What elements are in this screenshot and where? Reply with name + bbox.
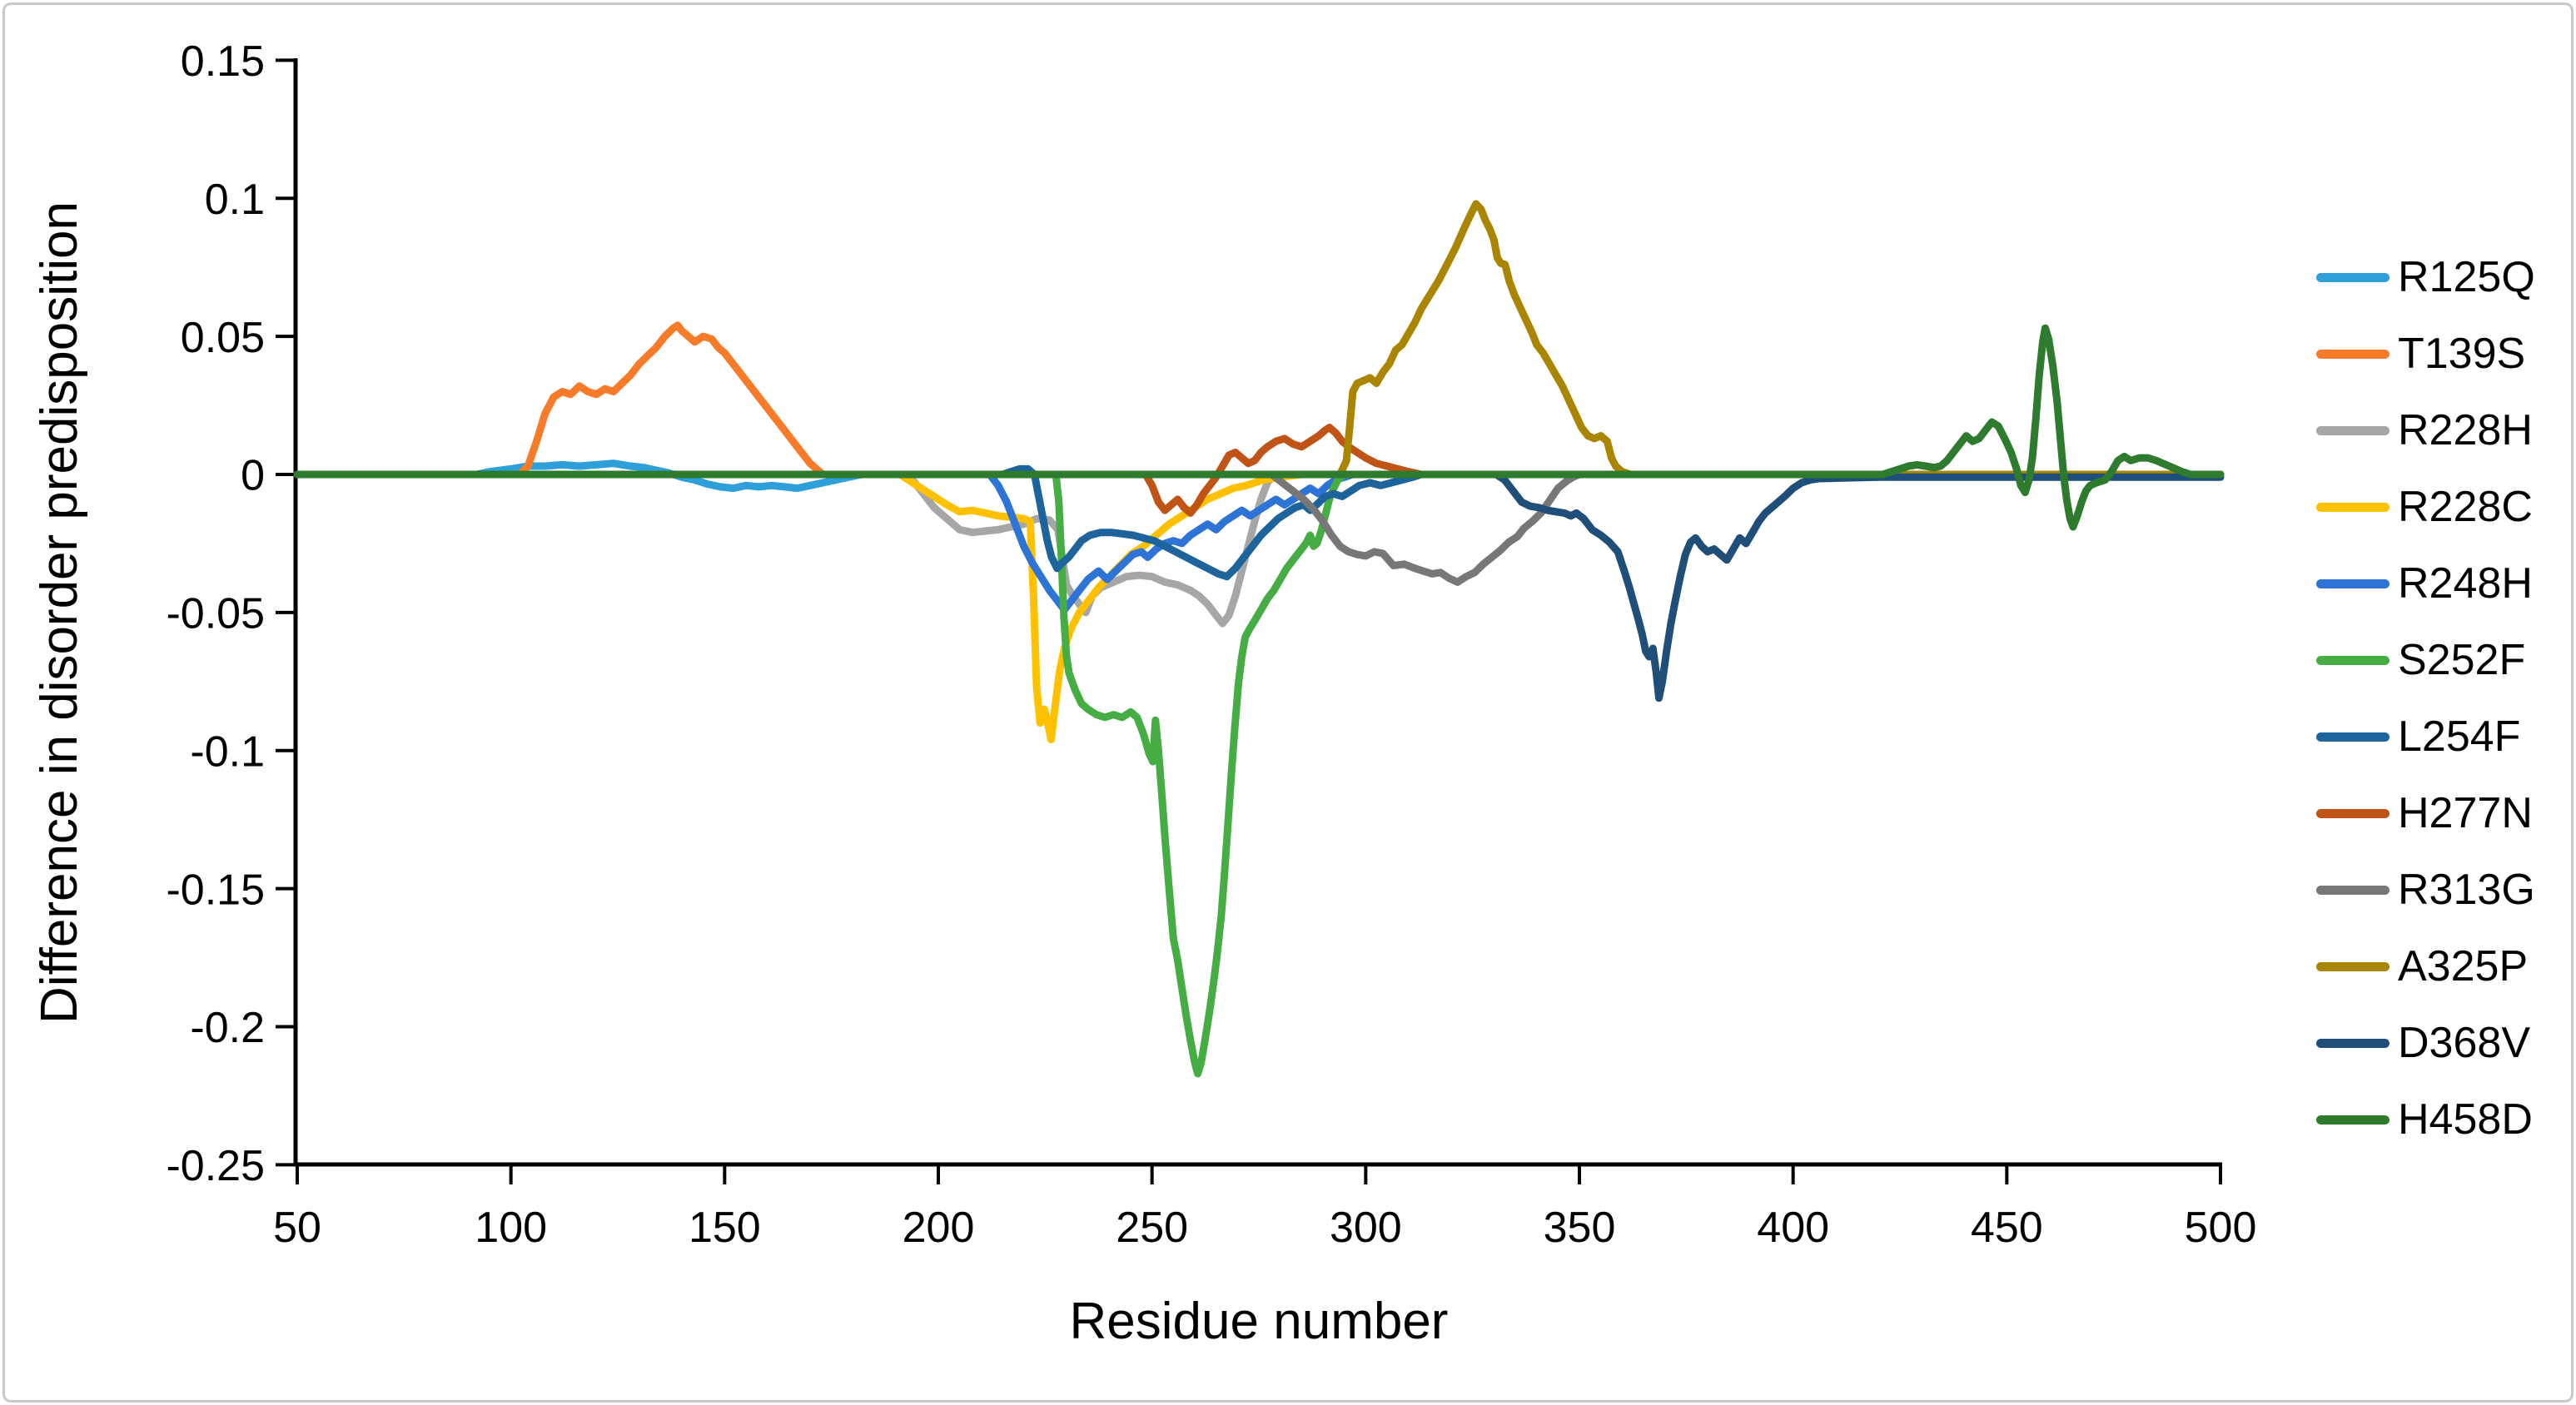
- series-line-T139S: [293, 321, 2225, 479]
- legend: R125Q T139S R228H R228C R248H S252F L254F H277N…: [2316, 251, 2535, 1145]
- x-tick-label: 200: [903, 1204, 975, 1252]
- series-line-R313G: [293, 470, 2225, 586]
- legend-item-D368V: D368V: [2316, 1017, 2535, 1069]
- legend-label: R313G: [2398, 866, 2535, 914]
- series-line-A325P: [293, 200, 2225, 479]
- legend-line-swatch: [2316, 578, 2390, 588]
- legend-item-R228C: R228C: [2316, 481, 2535, 533]
- legend-item-R248H: R248H: [2316, 558, 2535, 609]
- legend-line-swatch: [2316, 885, 2390, 895]
- legend-item-H277N: H277N: [2316, 787, 2535, 839]
- y-tick-label: 0.15: [181, 37, 265, 86]
- legend-line-swatch: [2316, 1038, 2390, 1048]
- y-tick-label: 0.05: [181, 314, 265, 362]
- legend-line-swatch: [2316, 272, 2390, 282]
- series-lines: [293, 200, 2225, 1078]
- x-tick-label: 100: [475, 1204, 547, 1252]
- series-line-R125Q: [293, 459, 2225, 493]
- x-tick-label: 300: [1330, 1204, 1402, 1252]
- x-tick-label: 150: [689, 1204, 761, 1252]
- y-tick-label: -0.1: [190, 727, 265, 776]
- legend-label: A325P: [2398, 942, 2529, 990]
- legend-line-swatch: [2316, 961, 2390, 971]
- x-tick-label: 400: [1757, 1204, 1829, 1252]
- series-line-R228H: [293, 470, 2225, 628]
- legend-item-H458D: H458D: [2316, 1094, 2535, 1145]
- series-line-H277N: [293, 424, 2225, 517]
- y-tick-label: -0.2: [190, 1004, 265, 1052]
- legend-label: L254F: [2398, 712, 2521, 761]
- y-tick-label: 0.1: [205, 176, 265, 224]
- legend-label: R125Q: [2398, 253, 2535, 301]
- legend-label: H458D: [2398, 1095, 2533, 1144]
- y-tick-label: -0.15: [166, 866, 265, 914]
- x-tick-label: 450: [1971, 1204, 2043, 1252]
- series-line-H458D: [293, 324, 2225, 531]
- x-tick-label: 250: [1116, 1204, 1188, 1252]
- legend-label: T139S: [2398, 330, 2526, 378]
- y-tick-label: 0: [241, 452, 265, 500]
- y-tick-label: -0.25: [166, 1142, 265, 1190]
- legend-label: H277N: [2398, 789, 2533, 837]
- series-line-R228C: [293, 470, 2225, 743]
- legend-item-R313G: R313G: [2316, 864, 2535, 916]
- x-axis-title: Residue number: [1070, 1293, 1449, 1350]
- legend-item-R228H: R228H: [2316, 405, 2535, 456]
- legend-label: S252F: [2398, 636, 2526, 684]
- legend-label: D368V: [2398, 1019, 2530, 1067]
- legend-label: R228H: [2398, 406, 2533, 454]
- legend-line-swatch: [2316, 502, 2390, 512]
- series-line-L254F: [293, 464, 2225, 581]
- legend-line-swatch: [2316, 732, 2390, 742]
- x-tick-label: 350: [1544, 1204, 1616, 1252]
- y-tick-label: -0.05: [166, 590, 265, 638]
- y-axis-title: Difference in disorder predisposition: [31, 201, 88, 1024]
- legend-item-L254F: L254F: [2316, 711, 2535, 762]
- x-tick-label: 50: [273, 1204, 321, 1252]
- legend-line-swatch: [2316, 1115, 2390, 1124]
- legend-item-S252F: S252F: [2316, 634, 2535, 686]
- legend-label: R228C: [2398, 483, 2533, 531]
- legend-line-swatch: [2316, 425, 2390, 435]
- legend-label: R248H: [2398, 559, 2533, 608]
- legend-item-A325P: A325P: [2316, 941, 2535, 992]
- x-tick-label: 500: [2185, 1204, 2257, 1252]
- series-line-D368V: [293, 470, 2225, 702]
- series-line-S252F: [293, 470, 2225, 1078]
- legend-line-swatch: [2316, 655, 2390, 665]
- legend-item-R125Q: R125Q: [2316, 251, 2535, 303]
- legend-item-T139S: T139S: [2316, 328, 2535, 380]
- legend-line-swatch: [2316, 349, 2390, 359]
- legend-line-swatch: [2316, 808, 2390, 818]
